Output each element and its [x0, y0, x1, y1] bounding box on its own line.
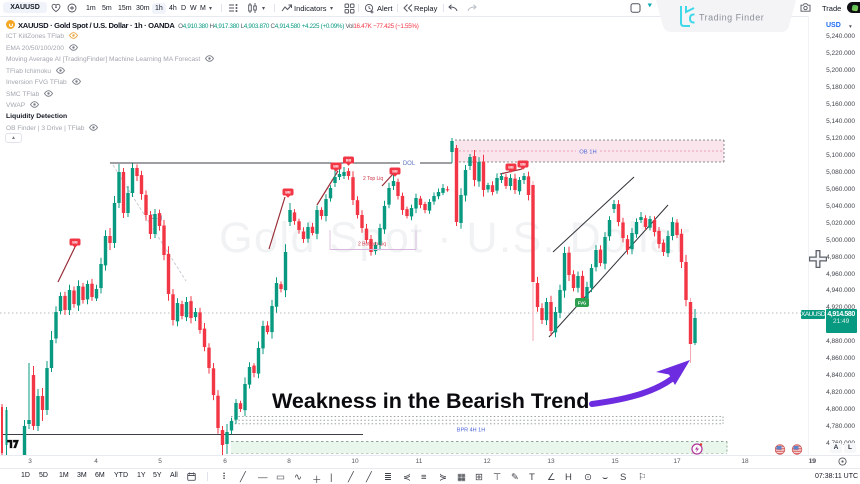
svg-text:FVG: FVG — [578, 301, 587, 306]
svg-text:2 Bottom Liq: 2 Bottom Liq — [358, 242, 386, 248]
svg-text:BB: BB — [72, 241, 78, 245]
svg-text:2 Top Liq: 2 Top Liq — [363, 176, 383, 182]
svg-text:Trading Finder: Trading Finder — [699, 13, 764, 23]
svg-text:BB: BB — [285, 191, 291, 195]
svg-text:BB: BB — [346, 159, 352, 163]
svg-text:Weakness in the Bearish Trend: Weakness in the Bearish Trend — [272, 389, 589, 413]
svg-text:BPR 4H 1H: BPR 4H 1H — [457, 428, 485, 434]
svg-text:BB: BB — [520, 163, 526, 167]
svg-text:BB: BB — [508, 166, 514, 170]
svg-text:BB: BB — [333, 165, 339, 169]
svg-text:DOL: DOL — [403, 161, 416, 167]
svg-text:OB 1H: OB 1H — [579, 150, 596, 156]
svg-text:BB: BB — [392, 170, 398, 174]
